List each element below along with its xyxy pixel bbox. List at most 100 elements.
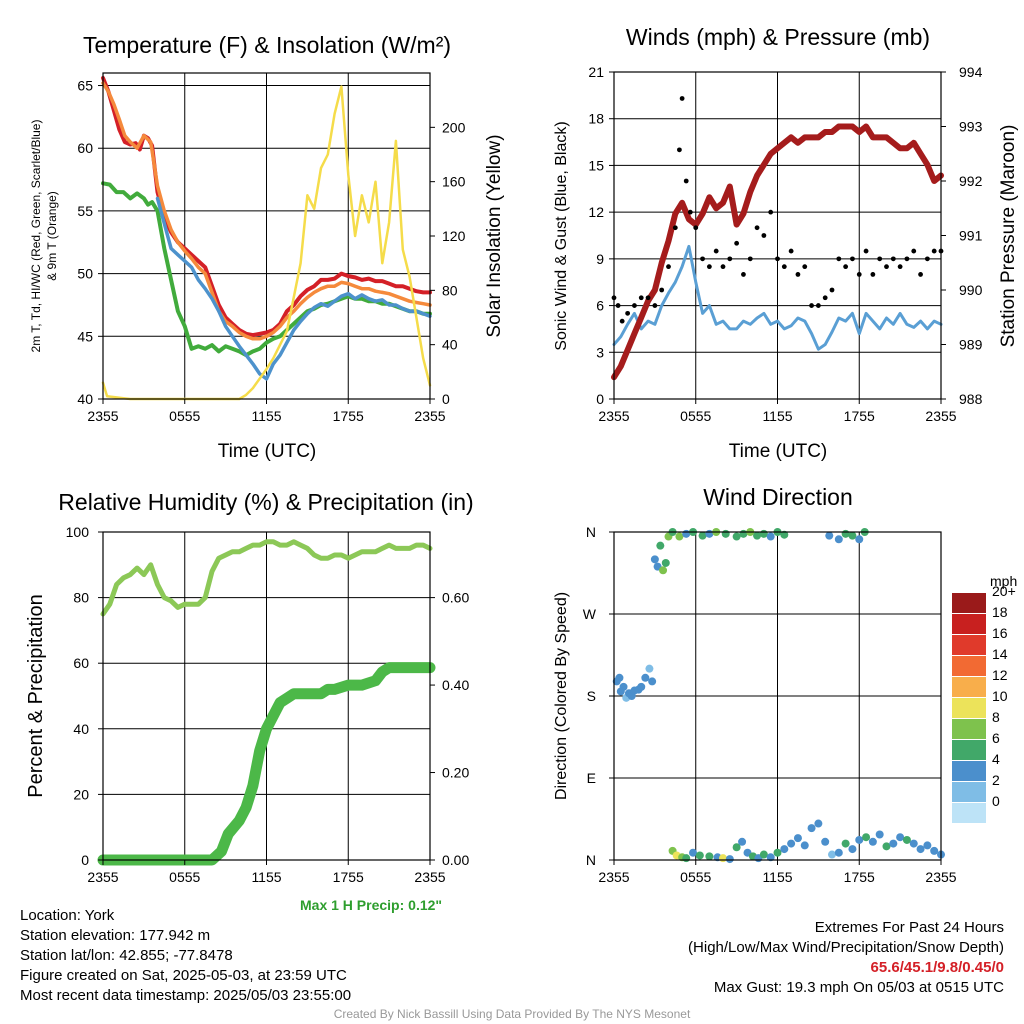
wind-gust-point (747, 256, 753, 262)
wind-gust-point (713, 248, 719, 254)
speed-legend-swatch (952, 719, 986, 739)
speed-legend-label: 0 (992, 793, 1000, 809)
temp-xlabel: Time (UTC) (218, 441, 317, 462)
wind-gust-point (856, 272, 862, 277)
speed-legend-swatch (952, 761, 986, 781)
rh-ytick-label: 0 (81, 852, 89, 868)
dir-point (705, 529, 714, 538)
dir-point (648, 677, 657, 686)
wind-series-pressure (611, 123, 944, 381)
dir-point (807, 824, 816, 833)
temp-y2tick-label: 160 (442, 174, 466, 190)
speed-legend-label: 14 (992, 646, 1008, 662)
dir-xtick-label: 1755 (844, 869, 875, 885)
wind-gust-point (843, 264, 849, 270)
wind-gust-point (761, 233, 767, 238)
dir-point (650, 555, 659, 564)
wind-gust-point (741, 272, 746, 277)
wind-gust-point (672, 225, 678, 231)
dir-point (732, 532, 741, 541)
wind-xtick-label: 0555 (680, 408, 711, 424)
wind-ytick-label: 12 (588, 204, 604, 220)
credit-line: Created By Nick Bassill Using Data Provi… (333, 1007, 691, 1021)
dir-point (695, 851, 704, 860)
dir-point (637, 682, 646, 691)
wind-gust-point (911, 248, 917, 254)
speed-legend-title: mph (990, 573, 1018, 589)
dir-point (834, 535, 843, 544)
wind-y2tick-label: 994 (959, 64, 983, 80)
speed-legend-label: 12 (992, 667, 1008, 683)
rh-y2tick-label: 0.00 (442, 852, 469, 868)
wind-gust-point (683, 178, 689, 184)
temp-ytick-label: 55 (77, 203, 93, 219)
dir-point (661, 558, 670, 567)
dir-ytick-label: E (587, 770, 596, 786)
wind-ytick-label: 0 (596, 391, 604, 407)
temp-ylabel-line1: 2m T, Td, HI/WC (Red, Green, Scarlet/Blu… (29, 120, 43, 353)
dir-point (641, 673, 650, 682)
wind-title: Winds (mph) & Pressure (mb) (626, 24, 930, 50)
rh-title: Relative Humidity (%) & Precipitation (i… (58, 489, 473, 515)
wind-gust-point (904, 256, 910, 262)
dir-point (619, 682, 628, 691)
wind-gust-point (720, 264, 726, 270)
rh-xtick-label: 2355 (87, 869, 118, 885)
speed-legend-row: 6 (952, 730, 1016, 760)
speed-legend-row: 4 (952, 751, 1016, 781)
wind-ytick-label: 21 (588, 64, 604, 80)
wind-gust-point (775, 256, 780, 262)
speed-legend-row: 16 (952, 625, 1016, 655)
wind-gust-point (877, 256, 883, 262)
temp-ytick-label: 65 (77, 78, 93, 94)
temp-series-insolation (101, 85, 432, 401)
dir-point (738, 837, 747, 846)
speed-legend-swatch (952, 614, 986, 634)
max-gust: Max Gust: 19.3 mph On 05/03 at 0515 UTC (713, 979, 1004, 996)
temp-ylabel-right: Solar Insolation (Yellow) (484, 134, 505, 337)
wind-gust-point (768, 209, 774, 215)
speed-legend-label: 4 (992, 751, 1000, 767)
wind-gust-point (645, 295, 651, 301)
wind-gust-point (632, 303, 637, 308)
wind-xtick-label: 1755 (844, 408, 875, 424)
dir-xtick-label: 2355 (925, 869, 956, 885)
dir-point (675, 532, 684, 541)
extremes-title: Extremes For Past 24 Hours (814, 919, 1004, 936)
wind-gust-point (781, 264, 787, 270)
speed-legend-swatch (952, 656, 986, 676)
station-latlon: Station lat/lon: 42.855; -77.8478 (20, 947, 233, 964)
wind-y2tick-label: 988 (959, 391, 983, 407)
dir-xtick-label: 0555 (680, 869, 711, 885)
rh-xtick-label: 2355 (414, 869, 445, 885)
wind-gust-point (754, 225, 760, 231)
speed-legend-label: 8 (992, 709, 1000, 725)
wind-gust-point (884, 264, 889, 270)
temp-ytick-label: 60 (77, 140, 93, 156)
speed-legend-row: 8 (952, 709, 1016, 739)
dir-ytick-label: S (587, 688, 596, 704)
wind-gust-point (727, 256, 733, 262)
rh-series-relative_humidity (100, 539, 433, 617)
wind-ytick-label: 3 (596, 344, 604, 360)
rh-ytick-label: 60 (73, 655, 89, 671)
dir-point (848, 845, 857, 854)
dir-point (659, 566, 668, 575)
wind-gust-point (815, 303, 821, 308)
rh-ylabel-left: Percent & Precipitation (25, 594, 47, 797)
temp-xtick-label: 2355 (87, 408, 118, 424)
wind-gust-point (822, 295, 828, 301)
dir-point (862, 833, 871, 842)
wind-xtick-label: 1155 (762, 408, 792, 424)
dir-point (841, 839, 850, 848)
speed-legend-row: 20+ (952, 583, 1016, 613)
speed-legend-label: 10 (992, 688, 1008, 704)
wind-y2tick-label: 992 (959, 173, 983, 189)
dir-point (656, 541, 665, 550)
wind-gust-point (918, 272, 923, 277)
wind-gust-point (706, 264, 712, 270)
wind-y2tick-label: 989 (959, 337, 983, 353)
temp-y2tick-label: 200 (442, 119, 466, 135)
wind-y2tick-label: 990 (959, 282, 983, 298)
